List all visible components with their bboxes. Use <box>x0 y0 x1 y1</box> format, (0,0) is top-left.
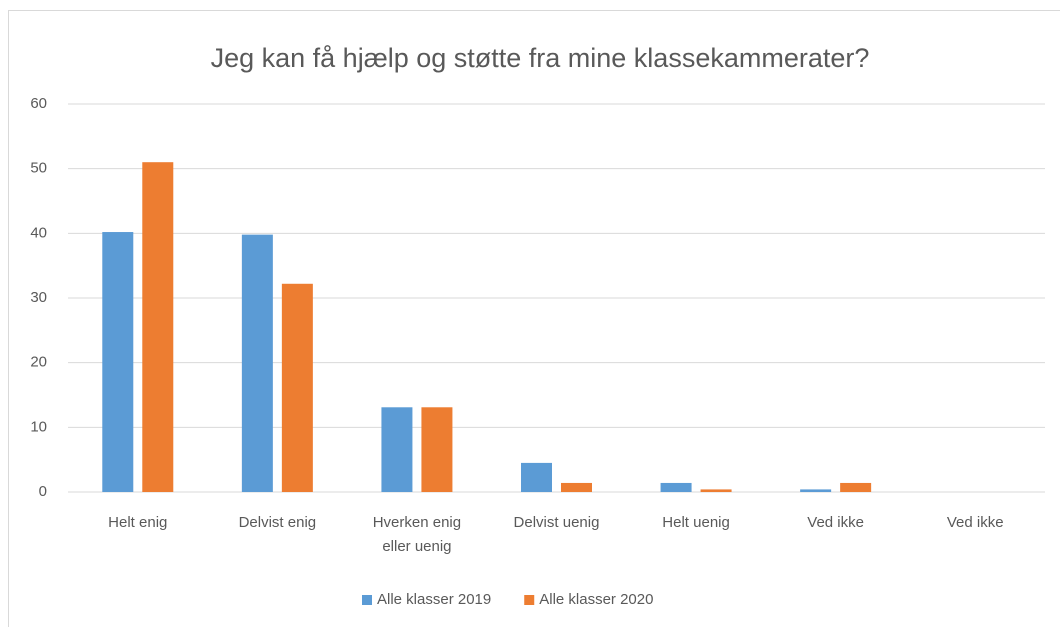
x-tick-label: Delvist uenig <box>514 514 600 531</box>
bar <box>561 482 592 492</box>
bar <box>381 407 413 492</box>
y-tick-label: 0 <box>39 483 47 500</box>
bar <box>800 489 832 492</box>
legend-label: Alle klasser 2020 <box>539 591 653 608</box>
x-tick-label: Delvist enig <box>239 514 317 531</box>
legend-swatch <box>524 595 535 605</box>
bar <box>660 482 692 492</box>
y-tick-label: 50 <box>30 160 47 177</box>
bar <box>521 462 552 492</box>
chart-title: Jeg kan få hjælp og støtte fra mine klas… <box>211 43 870 73</box>
x-tick-label: Hverken enig eller uenig <box>373 514 461 555</box>
y-tick-label: 40 <box>30 224 47 241</box>
y-tick-label: 60 <box>30 95 47 112</box>
bar <box>142 162 174 492</box>
bar <box>840 482 872 492</box>
y-tick-label: 30 <box>30 289 47 306</box>
x-tick-label: Ved ikke <box>947 514 1004 531</box>
chart-frame <box>8 10 1060 627</box>
x-tick-label: Helt uenig <box>662 514 730 531</box>
y-tick-label: 20 <box>30 354 47 371</box>
bar <box>102 232 134 493</box>
bar <box>421 407 453 492</box>
bar <box>241 234 273 493</box>
legend-swatch <box>362 595 372 605</box>
bar <box>281 283 313 492</box>
bar <box>700 489 732 492</box>
legend-label: Alle klasser 2019 <box>377 591 491 608</box>
x-tick-label: Helt enig <box>108 514 167 531</box>
y-tick-label: 10 <box>30 418 47 435</box>
x-tick-label: Ved ikke <box>807 514 864 531</box>
